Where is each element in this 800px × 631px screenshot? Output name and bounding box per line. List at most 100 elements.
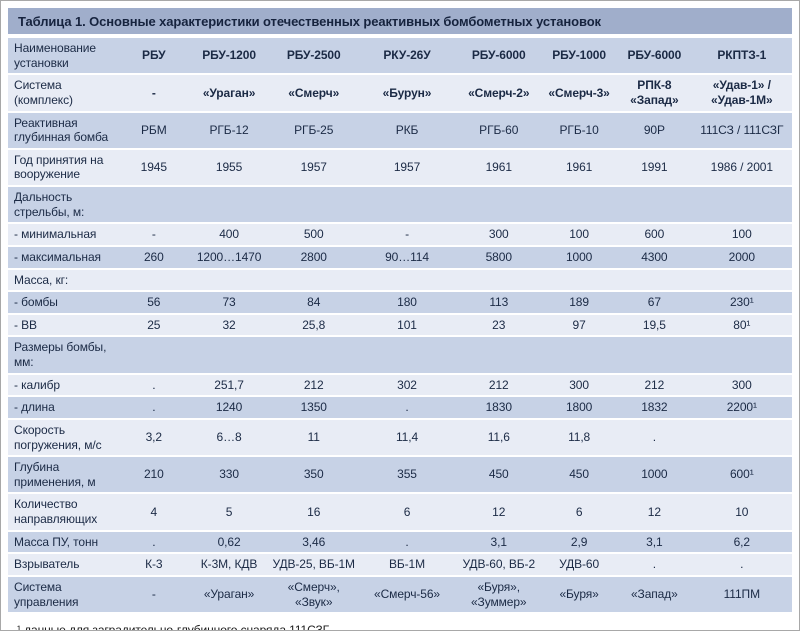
table-cell xyxy=(456,187,541,222)
table-cell: . xyxy=(405,534,409,549)
column-header: РБУ-1000 xyxy=(552,48,606,63)
table-cell: 1000 xyxy=(641,467,668,482)
table-cell: 12 xyxy=(647,504,661,519)
row-label: - бомбы xyxy=(14,295,58,310)
table-cell: 100 xyxy=(731,227,752,242)
table-cell: 450 xyxy=(488,467,509,482)
table-cell: 4300 xyxy=(641,249,668,264)
table-cell: 350 xyxy=(303,467,324,482)
table-cell: 32 xyxy=(222,317,236,332)
table-cell: 210 xyxy=(143,467,164,482)
table-cell: РГБ-60 xyxy=(479,122,519,137)
table-cell: 600¹ xyxy=(729,467,754,482)
row-label: Система управления xyxy=(14,579,79,609)
table-cell: 11,8 xyxy=(568,430,591,445)
table-cell: 16 xyxy=(307,504,321,519)
row-label: Год принятия на вооружение xyxy=(14,152,104,182)
table-cell: 100 xyxy=(569,227,589,242)
table-cell: «Смерч» xyxy=(288,85,340,100)
footnote: ¹ данные для заградительно-глубинного сн… xyxy=(17,623,330,631)
row-label: Скорость погружения, м/с xyxy=(14,422,102,452)
table-cell xyxy=(692,270,792,291)
table-cell: 111СЗ / 111СЗГ xyxy=(700,122,784,137)
table-cell xyxy=(270,187,358,222)
table-cell: 6 xyxy=(403,504,411,519)
table-cell: 1957 xyxy=(393,160,421,175)
table-cell: 4 xyxy=(150,504,158,519)
table-cell: 1350 xyxy=(300,400,327,415)
table-row: - длина. 1240 1350. 1830 1800 1832 2200¹ xyxy=(8,397,792,418)
table-cell: - xyxy=(151,85,156,100)
table-cell: . xyxy=(152,400,156,415)
table-cell xyxy=(188,270,270,291)
row-label: Размеры бомбы, мм: xyxy=(14,340,107,369)
table-cell: 302 xyxy=(397,377,417,392)
table-cell: «Ураган» xyxy=(202,85,256,100)
table-cell: К-3 xyxy=(145,557,163,572)
row-label: Масса, кг: xyxy=(14,272,69,287)
table-cell: 0,62 xyxy=(217,534,241,549)
table-cell: 25,8 xyxy=(302,317,326,332)
table-cell: . xyxy=(152,534,156,549)
row-label: - ВВ xyxy=(14,317,37,332)
table-cell xyxy=(692,337,792,372)
table-cell: РГБ-25 xyxy=(294,122,334,137)
table-cell: 3,1 xyxy=(646,534,663,549)
table-row: Год принятия на вооружение 1945 1955 1957 19… xyxy=(8,149,792,185)
table-cell: 1240 xyxy=(215,400,243,415)
table-cell: 2800 xyxy=(300,249,327,264)
table-cell: 2000 xyxy=(728,249,755,264)
table-cell: 450 xyxy=(569,467,589,482)
table-cell: 6,2 xyxy=(733,534,750,549)
table-cell xyxy=(358,187,457,222)
table-cell: 1955 xyxy=(215,160,243,175)
table-row: - калибр. 251,7 212 302 212 300 212 300 xyxy=(8,374,792,396)
table-row: Масса, кг: xyxy=(8,269,792,291)
table-row: Система управления - «Ураган» «Смерч», «Зву… xyxy=(8,576,792,613)
table-cell: 84 xyxy=(307,295,321,310)
table-row: - ВВ 25 32 25,8 101 23 97 19,5 80¹ xyxy=(8,314,792,336)
table-cell: 260 xyxy=(143,249,164,264)
table-cell: . xyxy=(405,400,409,415)
table-row: Реактивная глубинная бомба РБМ РГБ-12 РГБ-2… xyxy=(8,112,792,148)
table-cell: 2200¹ xyxy=(726,400,757,415)
table-cell: 90Р xyxy=(643,122,665,137)
table-cell: 180 xyxy=(397,295,417,310)
column-header: РКУ-26У xyxy=(383,48,431,63)
table-cell: 12 xyxy=(492,504,506,519)
row-label: Реактивная глубинная бомба xyxy=(14,115,109,145)
table-cell: ВБ-1М xyxy=(388,557,426,572)
table-cell xyxy=(456,337,541,372)
table-cell xyxy=(456,270,541,291)
table-cell xyxy=(541,337,617,372)
table-cell: 73 xyxy=(222,295,236,310)
table-cell: . xyxy=(740,557,744,572)
table-cell: УДВ-25, ВБ-1М xyxy=(272,557,355,572)
table-cell: К-3М, КДВ xyxy=(200,557,258,572)
table-cell: 500 xyxy=(303,227,324,242)
column-header: РБУ-6000 xyxy=(471,48,526,63)
table-cell: 1991 xyxy=(641,160,668,175)
table-cell xyxy=(188,337,270,372)
table-cell: 6 xyxy=(575,504,583,519)
table-cell: 1957 xyxy=(300,160,327,175)
column-header: РБУ xyxy=(142,48,166,63)
table-cell: 251,7 xyxy=(214,377,244,392)
table-cell: «Смерч», «Звук» xyxy=(287,579,340,609)
table-cell: 2,9 xyxy=(570,534,588,549)
table-cell: 1832 xyxy=(641,400,668,415)
row-label: Количество направляющих xyxy=(14,497,98,526)
row-label: Глубина применения, м xyxy=(14,460,96,489)
row-label: - калибр xyxy=(14,377,60,392)
table-cell: 1945 xyxy=(140,160,167,175)
table-cell: 1961 xyxy=(485,160,512,175)
table-cell: 600 xyxy=(644,227,665,242)
table-cell: 1830 xyxy=(485,400,512,415)
table-cell: РПК-8 «Запад» xyxy=(630,78,679,107)
table-cell: 111ПМ xyxy=(723,587,760,602)
table-cell: 6…8 xyxy=(216,430,242,445)
header-row: Наименование установки РБУ РБУ-1200 РБУ-250… xyxy=(8,38,792,74)
table-cell: 1200…1470 xyxy=(196,249,262,264)
table-cell: РКБ xyxy=(395,122,419,137)
table-cell: 11 xyxy=(307,430,320,445)
